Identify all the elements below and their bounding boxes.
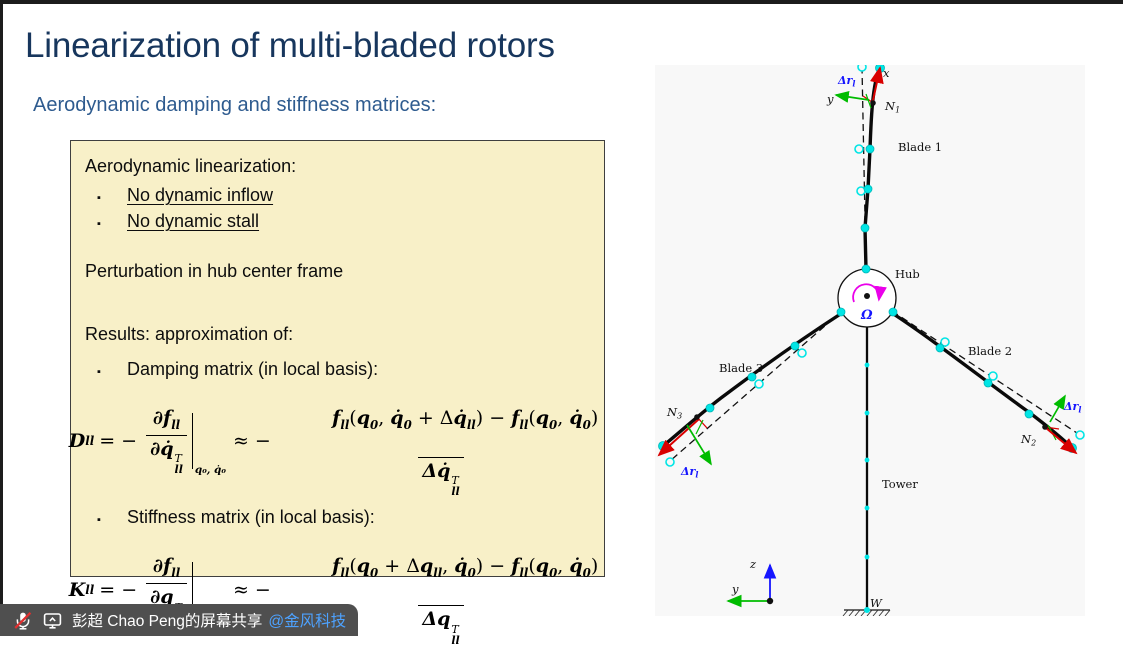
hub: Ω bbox=[837, 268, 897, 328]
finite-difference-fraction: fll(q0, q̇0 + Δq̇ll) − fll(q0, q̇0) Δq̇ T… bbox=[332, 407, 599, 499]
bullet-square-icon: ▪ bbox=[97, 192, 101, 204]
node-N2-label: N2 bbox=[1020, 432, 1036, 448]
evaluation-bar: q₀, q̇₀ bbox=[191, 413, 226, 476]
blade3-dr-arrow bbox=[686, 424, 712, 466]
bullet-no-dynamic-stall: ▪ No dynamic stall bbox=[85, 211, 590, 232]
undeformed-nodes bbox=[665, 62, 1085, 467]
diagram-labels: Hub Blade 1 Blade 2 Blade 3 Tower W x y … bbox=[666, 66, 1081, 610]
blade2-label: Blade 2 bbox=[968, 344, 1012, 358]
rotor-diagram: Ω z bbox=[657, 62, 1085, 617]
bullet-square-icon: ▪ bbox=[97, 514, 101, 527]
y-axis-label: y bbox=[731, 582, 739, 596]
bullet-label: No dynamic inflow bbox=[127, 185, 274, 205]
global-frame: z y bbox=[726, 557, 777, 608]
blade-tip-vectors bbox=[657, 66, 1078, 466]
rotation-arrow bbox=[852, 283, 887, 303]
bullet-no-dynamic-inflow: ▪ No dynamic inflow bbox=[85, 185, 590, 206]
omega-label: Ω bbox=[860, 308, 873, 323]
blade1-label: Blade 1 bbox=[898, 140, 942, 154]
node-N1-label: N1 bbox=[884, 99, 900, 115]
rotor-diagram-panel: Ω z bbox=[655, 62, 1085, 617]
blade-2-beam bbox=[890, 311, 1074, 450]
screen-share-icon bbox=[42, 610, 63, 631]
blade-3-beam bbox=[661, 311, 844, 448]
blade1-y-label: y bbox=[826, 92, 834, 106]
microphone-muted-icon bbox=[12, 610, 33, 631]
blade1-x-axis-arrow bbox=[869, 66, 884, 106]
perturbation-line: Perturbation in hub center frame bbox=[85, 261, 344, 281]
blade3-axis-arrow bbox=[657, 418, 700, 457]
undeformed-blade-axes bbox=[669, 66, 1081, 462]
blade3-label: Blade 3 bbox=[719, 361, 763, 375]
results-line: Results: approximation of: bbox=[85, 324, 294, 344]
slide-title: Linearization of multi-bladed rotors bbox=[25, 26, 555, 65]
bullet-damping-matrix: ▪ Damping matrix (in local basis): bbox=[85, 359, 590, 380]
bullet-square-icon: ▪ bbox=[97, 366, 101, 378]
damping-matrix-label: Damping matrix (in local basis): bbox=[127, 359, 379, 379]
share-text: 彭超 Chao Peng的屏幕共享 bbox=[72, 613, 263, 630]
node-N3 bbox=[694, 414, 700, 420]
screen-share-bar[interactable]: 彭超 Chao Peng的屏幕共享 @金风科技 bbox=[0, 604, 358, 636]
tower-label: Tower bbox=[882, 477, 918, 491]
slide-subtitle: Aerodynamic damping and stiffness matric… bbox=[33, 94, 437, 116]
w-label: W bbox=[870, 596, 883, 610]
tower bbox=[842, 327, 891, 617]
delta-r-label-blade2: Δrl bbox=[1063, 400, 1081, 415]
delta-r-label-blade1: Δrl bbox=[837, 74, 855, 89]
node-N3-label: N3 bbox=[666, 405, 682, 421]
blade2-dr-arrow bbox=[1049, 394, 1066, 423]
blade1-y-axis-arrow bbox=[834, 91, 870, 103]
tower-nodes bbox=[864, 362, 870, 613]
hub-label: Hub bbox=[895, 267, 920, 281]
bullet-stiffness-matrix: ▪ Stiffness matrix (in local basis): bbox=[85, 507, 590, 528]
share-mention: @金风科技 bbox=[268, 613, 347, 630]
delta-r-label-blade3: Δrl bbox=[680, 465, 698, 480]
blade2-axis-arrow bbox=[1045, 427, 1078, 455]
blade1-x-label: x bbox=[883, 66, 890, 80]
window-border-top bbox=[0, 0, 1123, 4]
bullet-label: No dynamic stall bbox=[127, 211, 260, 231]
stiffness-matrix-label: Stiffness matrix (in local basis): bbox=[127, 507, 375, 528]
node-N2 bbox=[1042, 424, 1048, 430]
box-heading: Aerodynamic linearization: bbox=[85, 156, 297, 176]
z-axis-label: z bbox=[749, 557, 757, 571]
ground-hatching bbox=[842, 609, 891, 617]
node-N1 bbox=[870, 100, 876, 106]
bullet-square-icon: ▪ bbox=[97, 218, 101, 230]
window-border-left bbox=[0, 0, 3, 636]
aerodynamic-linearization-box: Aerodynamic linearization: ▪ No dynamic … bbox=[69, 140, 605, 646]
